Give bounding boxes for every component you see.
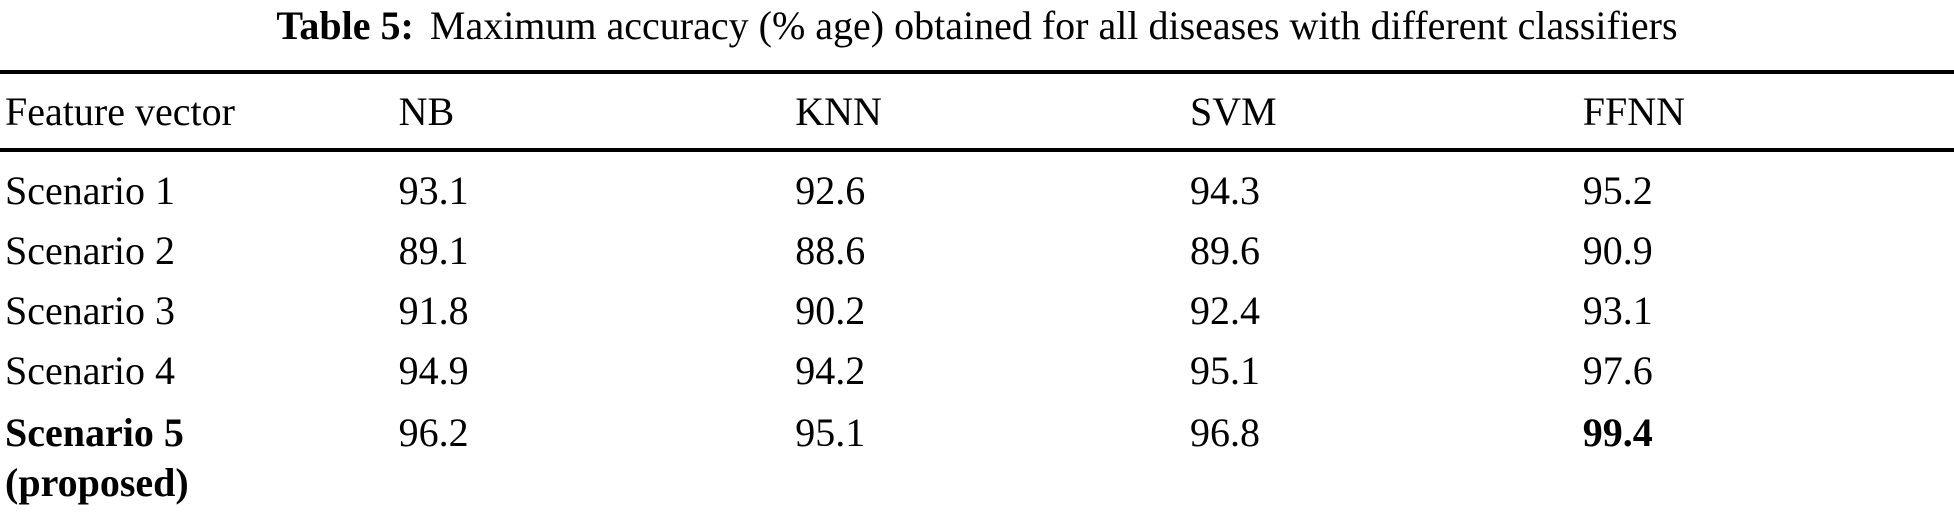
cell-nb: 96.2 (398, 410, 469, 455)
cell-ffnn: 95.2 (1582, 167, 1653, 213)
cell-feature: Scenario 4 (5, 347, 175, 393)
cell-knn: 88.6 (795, 227, 866, 273)
cell-nb: 93.1 (398, 167, 469, 213)
cell-nb: 94.9 (398, 347, 469, 393)
results-table: Feature vector NB KNN SVM FFNN Scenario … (0, 70, 1954, 525)
column-header-ffnn: FFNN (1582, 72, 1954, 152)
column-header-nb: NB (398, 72, 796, 152)
cell-ffnn: 90.9 (1582, 227, 1653, 273)
table-row: Scenario 1 93.1 92.6 94.3 95.2 (0, 150, 1954, 220)
cell-knn: 92.6 (795, 167, 866, 213)
cell-nb: 89.1 (398, 227, 469, 273)
table-caption: Table 5: Maximum accuracy (% age) obtaine… (0, 2, 1954, 50)
cell-svm: 95.1 (1189, 347, 1260, 393)
cell-svm: 92.4 (1189, 287, 1260, 333)
table-row-proposed: Scenario 5 (proposed) 96.2 95.1 96.8 99.… (0, 400, 1954, 525)
cell-feature: Scenario 2 (5, 227, 175, 273)
cell-knn: 94.2 (795, 347, 866, 393)
table-caption-number: Table 5: (276, 3, 414, 48)
table-row: Scenario 4 94.9 94.2 95.1 97.6 (0, 340, 1954, 400)
column-header-svm: SVM (1189, 72, 1583, 152)
cell-knn: 90.2 (795, 287, 866, 333)
cell-nb: 91.8 (398, 287, 469, 333)
cell-feature: Scenario 3 (5, 287, 175, 333)
cell-feature: Scenario 1 (5, 167, 175, 213)
column-header-feature-vector: Feature vector (0, 72, 399, 152)
cell-ffnn: 99.4 (1582, 410, 1653, 455)
cell-feature: Scenario 5 (proposed) (0, 400, 399, 525)
cell-knn: 95.1 (795, 410, 866, 455)
cell-ffnn: 97.6 (1582, 347, 1653, 393)
table-caption-text: Maximum accuracy (% age) obtained for al… (429, 3, 1678, 48)
cell-feature-line2: (proposed) (5, 460, 189, 505)
cell-feature-line1: Scenario 5 (5, 410, 184, 455)
cell-svm: 96.8 (1189, 410, 1260, 455)
table-row: Scenario 2 89.1 88.6 89.6 90.9 (0, 220, 1954, 280)
header-row: Feature vector NB KNN SVM FFNN (0, 72, 1954, 152)
column-header-knn: KNN (795, 72, 1190, 152)
cell-ffnn: 93.1 (1582, 287, 1653, 333)
cell-svm: 94.3 (1189, 167, 1260, 213)
cell-svm: 89.6 (1189, 227, 1260, 273)
table-row: Scenario 3 91.8 90.2 92.4 93.1 (0, 280, 1954, 340)
